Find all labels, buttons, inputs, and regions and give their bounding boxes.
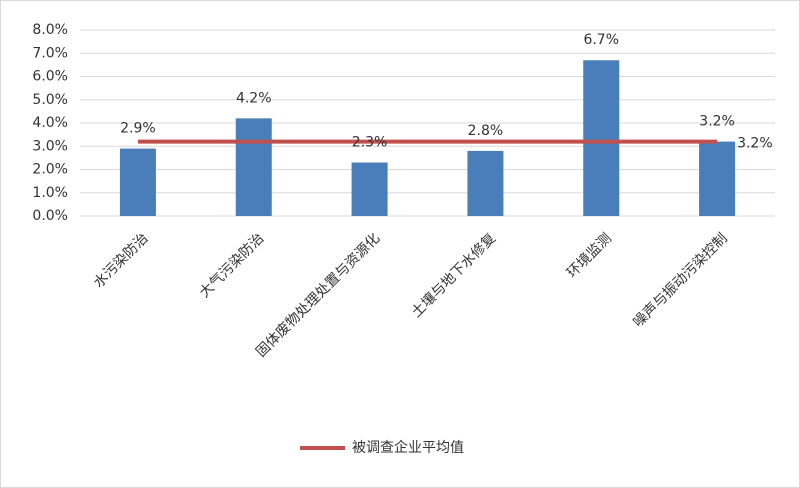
bar [699, 141, 736, 216]
bar [467, 150, 504, 216]
y-tick-label: 2.0% [32, 162, 68, 178]
legend-label: 被调查企业平均值 [352, 439, 464, 456]
y-tick-label: 6.0% [32, 69, 68, 85]
y-tick-label: 8.0% [32, 22, 68, 38]
bar [119, 148, 156, 216]
data-label: 2.3% [352, 135, 388, 151]
data-label: 2.9% [120, 121, 156, 137]
y-tick-label: 7.0% [32, 45, 68, 61]
bar [235, 118, 272, 216]
y-tick-label: 4.0% [32, 115, 68, 131]
y-tick-label: 0.0% [32, 208, 68, 224]
data-label: 4.2% [236, 90, 272, 106]
average-label: 3.2% [737, 136, 773, 152]
bar [583, 60, 620, 216]
data-label: 2.8% [468, 123, 504, 139]
y-tick-label: 3.0% [32, 138, 68, 154]
y-tick-label: 1.0% [32, 185, 68, 201]
data-label: 3.2% [699, 114, 735, 130]
data-label: 6.7% [583, 32, 619, 48]
bar [351, 162, 388, 216]
y-tick-label: 5.0% [32, 92, 68, 108]
